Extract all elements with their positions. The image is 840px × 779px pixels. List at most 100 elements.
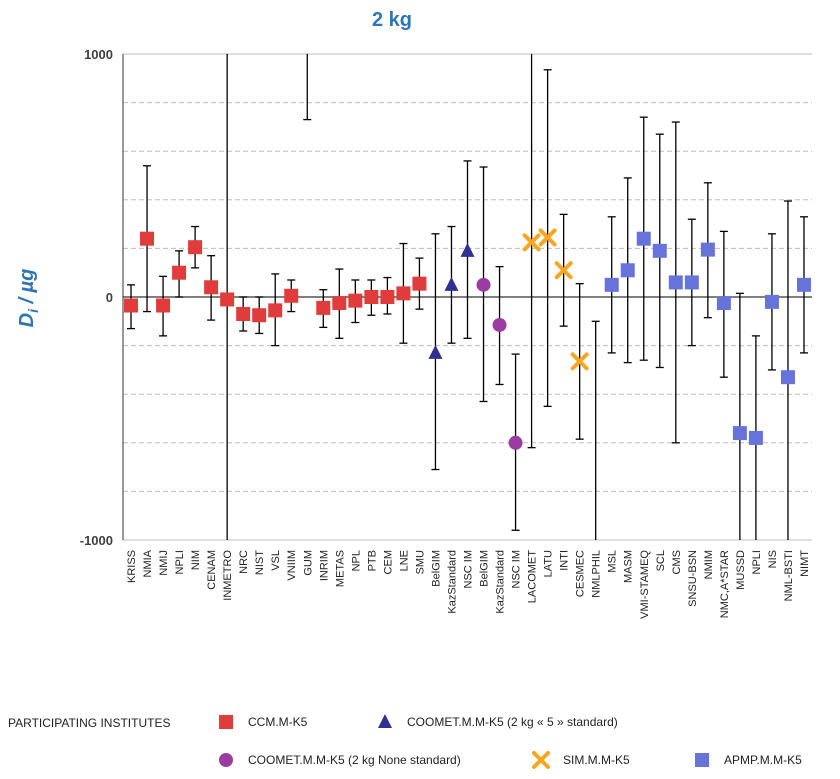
y-tick-label: 1000 [84,47,113,62]
data-point [522,233,541,252]
x-tick-label: NIST [254,550,266,575]
x-tick-label: NML-BSTI [783,550,795,601]
x-tick-label: KRISS [126,550,138,583]
legend-label: COOMET.M.M-K5 (2 kg « 5 » standard) [407,715,618,729]
x-tick-label: NRC [238,550,250,574]
x-tick-label: BelGIM [479,550,491,587]
legend-marker [219,753,233,767]
data-point [172,265,187,280]
data-point [668,275,683,290]
x-tick-label: LNE [398,550,410,571]
data-point [412,276,427,291]
data-point [236,307,251,322]
data-point [492,317,507,332]
data-point [508,435,523,450]
legend-marker [532,751,550,769]
x-tick-label: NPL [350,550,362,571]
data-point [220,292,235,307]
data-point [380,290,395,304]
data-point [538,228,557,247]
x-tick-label: NSC IM [463,550,475,589]
x-tick-label: SMU [414,550,426,575]
data-point [570,352,589,371]
x-tick-label: MASM [623,550,635,583]
x-tick-label: CMS [671,550,683,574]
x-tick-label: NMIA [142,549,154,577]
legend-marker [378,714,392,728]
data-point [268,303,283,318]
data-point [428,344,443,359]
y-axis-label: Di / µg [16,269,41,328]
data-point [652,243,667,258]
x-tick-label: NPLI [751,550,763,574]
x-tick-label: VMI-STAMEQ [639,550,651,619]
x-tick-label: INTI [559,550,571,571]
x-tick-label: PTB [366,550,378,571]
axes: 1000 0 -1000 [80,47,812,548]
data-point [620,263,635,278]
x-tick-label: INRIM [318,550,330,581]
category-labels: KRISS NMIA NMIJ NPLI NIM CENAM INMETRO NRC NIST V… [126,549,811,619]
data-point [332,296,347,311]
data-point [348,293,363,308]
x-tick-label: METAS [334,550,346,587]
data-point [124,298,139,313]
legend-label: COOMET.M.M-K5 (2 kg None standard) [248,753,461,767]
data-point [444,276,459,291]
data-point [284,288,299,303]
legend-marker [219,715,233,729]
legend: PARTICIPATING INSTITUTES CCM.M-K5 COOMET.… [8,714,802,769]
x-tick-label: NSC IM [511,550,523,589]
x-tick-label: NMIM [703,550,715,579]
data-point [460,242,475,257]
data-point [764,294,779,309]
data-point [732,426,747,441]
data-point [316,300,331,315]
data-point [554,261,573,280]
data-point [140,231,155,246]
x-tick-label: VSL [270,550,282,571]
legend-title: PARTICIPATING INSTITUTES [8,716,170,730]
legend-marker [695,753,709,767]
y-tick-label: 0 [106,290,113,305]
data-point [252,308,267,323]
data-point [188,240,203,255]
x-tick-label: MSL [607,550,619,573]
y-tick-label: -1000 [80,533,113,548]
chart-title: 2 kg [372,9,412,31]
x-tick-label: NIMT [799,550,811,577]
data-point [604,277,619,292]
x-tick-label: CENAM [206,550,218,590]
x-tick-label: CESMEC [575,550,587,597]
x-tick-label: KazStandard [495,550,507,614]
x-tick-label: LATU [543,550,555,577]
data-point [636,231,651,246]
data-point [684,275,699,290]
x-tick-label: INMETRO [222,550,234,601]
x-tick-label: NMIJ [158,550,170,576]
x-tick-label: VNIIM [286,550,298,581]
data-point [364,290,379,304]
data-point [748,430,763,445]
x-tick-label: BelGIM [430,550,442,587]
x-tick-label: NMLPHIL [591,550,603,598]
x-tick-label: GUM [302,550,314,576]
data-point [780,370,795,385]
data-point [396,286,411,301]
data-point [796,277,811,292]
marks [124,54,811,540]
x-tick-label: NPLI [174,550,186,574]
x-tick-label: SNSU-BSN [687,550,699,607]
legend-label: APMP.M.M-K5 [724,753,802,767]
x-tick-label: KazStandard [446,550,458,614]
legend-label: SIM.M.M-K5 [563,753,630,767]
x-tick-label: NIM [190,550,202,570]
x-tick-label: NIS [767,550,779,568]
x-tick-label: NMC,A*STAR [719,550,731,618]
data-point [476,277,491,292]
legend-label: CCM.M-K5 [248,715,308,729]
data-point [156,298,171,313]
x-tick-label: CEM [382,550,394,574]
data-point [204,280,219,295]
